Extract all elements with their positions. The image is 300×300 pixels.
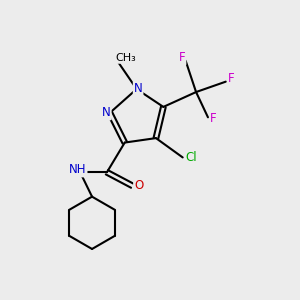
Text: CH₃: CH₃: [115, 53, 136, 63]
Text: F: F: [179, 51, 185, 64]
Text: Cl: Cl: [186, 151, 197, 164]
Text: F: F: [228, 72, 235, 85]
Text: NH: NH: [69, 164, 86, 176]
Text: N: N: [134, 82, 142, 95]
Text: F: F: [210, 112, 217, 125]
Text: O: O: [134, 179, 143, 192]
Text: N: N: [102, 106, 111, 119]
